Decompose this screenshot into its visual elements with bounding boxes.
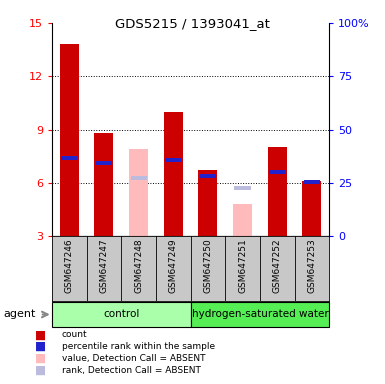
Bar: [200, 174, 216, 178]
Text: value, Detection Call = ABSENT: value, Detection Call = ABSENT: [62, 354, 205, 363]
Bar: [268, 147, 287, 236]
Text: ■: ■: [35, 352, 46, 365]
Text: GSM647247: GSM647247: [99, 238, 109, 293]
Bar: [61, 156, 77, 160]
Bar: [165, 158, 181, 162]
Bar: [191, 302, 329, 327]
Bar: [304, 180, 320, 184]
Text: hydrogen-saturated water: hydrogen-saturated water: [191, 310, 328, 319]
Bar: [233, 204, 252, 236]
Text: GSM647251: GSM647251: [238, 238, 247, 293]
Text: rank, Detection Call = ABSENT: rank, Detection Call = ABSENT: [62, 366, 201, 375]
Text: GSM647252: GSM647252: [273, 238, 282, 293]
Text: ■: ■: [35, 328, 46, 341]
Bar: [234, 186, 251, 190]
Text: agent: agent: [4, 310, 36, 319]
Text: percentile rank within the sample: percentile rank within the sample: [62, 342, 215, 351]
Bar: [269, 170, 285, 174]
Bar: [164, 112, 183, 236]
Bar: [302, 181, 321, 236]
Text: GSM647250: GSM647250: [203, 238, 213, 293]
Text: GSM647246: GSM647246: [65, 238, 74, 293]
Text: GDS5215 / 1393041_at: GDS5215 / 1393041_at: [115, 17, 270, 30]
Text: control: control: [103, 310, 139, 319]
Bar: [96, 161, 112, 165]
Bar: [129, 149, 148, 236]
Bar: [94, 133, 114, 236]
Text: GSM647253: GSM647253: [307, 238, 316, 293]
Text: GSM647248: GSM647248: [134, 238, 143, 293]
Text: ■: ■: [35, 364, 46, 377]
Text: ■: ■: [35, 340, 46, 353]
Bar: [52, 302, 191, 327]
Bar: [198, 170, 218, 236]
Text: count: count: [62, 330, 87, 339]
Text: GSM647249: GSM647249: [169, 238, 178, 293]
Bar: [131, 175, 147, 179]
Bar: [60, 44, 79, 236]
